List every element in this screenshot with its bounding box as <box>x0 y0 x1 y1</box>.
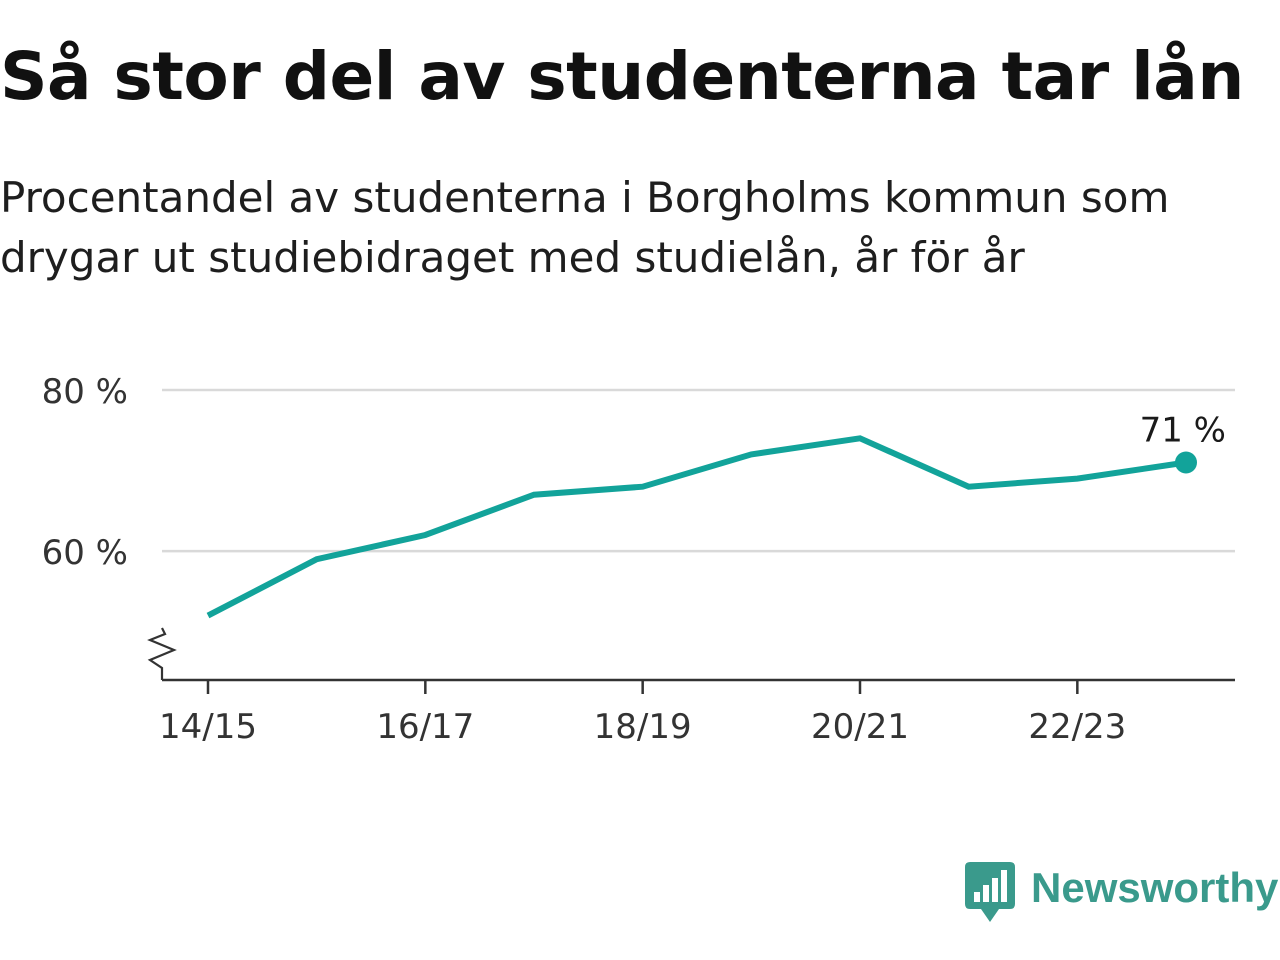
x-tick-label: 20/21 <box>811 707 909 747</box>
y-tick-label: 80 % <box>42 372 128 412</box>
brand-name: Newsworthy <box>1031 864 1279 911</box>
series-line <box>206 435 1187 619</box>
y-axis-labels: 60 % 80 % <box>42 372 128 573</box>
x-tick-label: 16/17 <box>376 707 474 747</box>
x-axis <box>147 627 1235 694</box>
x-tick-label: 18/19 <box>594 707 692 747</box>
y-tick-label: 60 % <box>42 533 128 573</box>
newsworthy-brand: Newsworthy <box>965 862 1278 926</box>
end-point-marker <box>1175 451 1197 474</box>
line-chart: 60 % 80 % 14/15 16/17 18/19 20/21 22/23 71 % <box>42 372 1235 747</box>
chart-title: Så stor del av studenterna tar lån <box>0 38 1244 115</box>
data-series: 71 % <box>206 411 1226 619</box>
y-axis-break-icon <box>147 627 177 680</box>
x-axis-labels: 14/15 16/17 18/19 20/21 22/23 <box>159 707 1126 747</box>
x-tick-label: 22/23 <box>1028 707 1126 747</box>
chart-subtitle: Procentandel av studenterna i Borgholms … <box>0 173 1170 282</box>
end-value-label: 71 % <box>1140 411 1226 451</box>
x-tick-label: 14/15 <box>159 707 257 747</box>
newsworthy-logo-icon <box>965 862 1015 922</box>
